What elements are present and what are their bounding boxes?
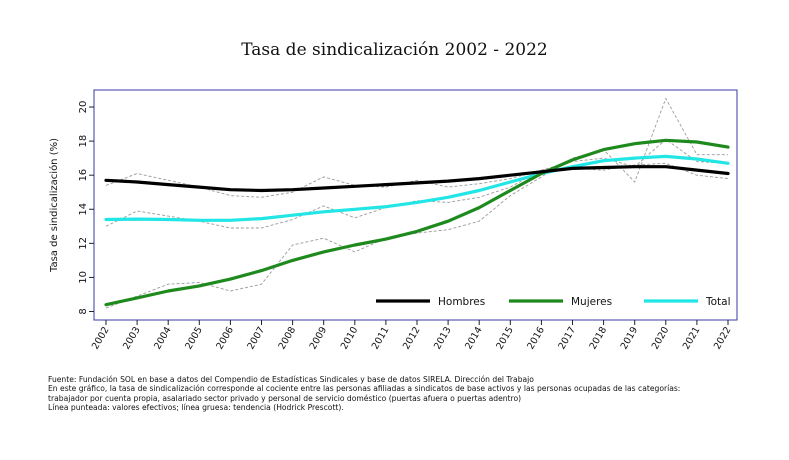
x-tick-label: 2019 xyxy=(619,325,641,351)
y-axis: 8 10 12 14 16 18 20 xyxy=(78,101,94,315)
plot-area-frame xyxy=(93,89,738,321)
y-axis-label: Tasa de sindicalización (%) xyxy=(48,138,60,273)
footnote-definition-cont: trabajador por cuenta propia, asalariado… xyxy=(48,393,522,403)
x-tick-label: 2006 xyxy=(214,325,236,351)
x-tick-label: 2015 xyxy=(494,325,516,351)
footnote-definition: En este gráfico, la tasa de sindicalizac… xyxy=(48,384,681,394)
footnotes: Fuente: Fundación SOL en base a datos de… xyxy=(48,375,748,413)
y-tick-label: 14 xyxy=(78,203,89,216)
x-tick-label: 2021 xyxy=(681,325,703,351)
trend-series-group xyxy=(104,138,730,307)
y-tick-label: 8 xyxy=(78,308,89,314)
x-tick-label: 2011 xyxy=(370,325,392,351)
x-axis: 2002 2003 2004 2005 2006 2007 2008 2009 2010 2011… xyxy=(90,320,734,351)
x-tick-label: 2017 xyxy=(556,325,578,351)
legend: Hombres Mujeres Total xyxy=(376,296,731,308)
x-tick-label: 2004 xyxy=(152,325,174,351)
y-tick-label: 12 xyxy=(78,237,89,250)
series-actual-total xyxy=(105,138,729,229)
series-trend-mujeres xyxy=(104,138,730,307)
x-tick-label: 2008 xyxy=(277,325,299,351)
legend-label-hombres: Hombres xyxy=(438,296,485,308)
legend-label-mujeres: Mujeres xyxy=(571,296,612,308)
chart-title: Tasa de sindicalización 2002 - 2022 xyxy=(241,40,548,60)
x-tick-label: 2016 xyxy=(525,325,547,351)
y-tick-label: 18 xyxy=(78,135,89,148)
series-trend-total xyxy=(104,154,730,222)
x-tick-label: 2022 xyxy=(712,325,734,351)
x-tick-label: 2009 xyxy=(308,325,330,351)
x-tick-label: 2020 xyxy=(650,325,672,351)
footnote-legend-explanation: Línea punteada: valores efectivos; línea… xyxy=(48,403,344,413)
x-tick-label: 2005 xyxy=(183,325,205,351)
x-tick-label: 2018 xyxy=(588,325,610,351)
y-tick-label: 10 xyxy=(78,271,89,284)
x-tick-label: 2002 xyxy=(90,325,112,351)
series-actual-mujeres xyxy=(105,97,728,309)
series-trend-hombres xyxy=(104,165,730,193)
x-tick-label: 2014 xyxy=(463,325,485,351)
y-tick-label: 20 xyxy=(78,101,89,114)
x-tick-label: 2007 xyxy=(245,325,267,351)
legend-label-total: Total xyxy=(705,296,731,308)
x-tick-label: 2010 xyxy=(339,325,361,351)
footnote-source: Fuente: Fundación SOL en base a datos de… xyxy=(48,375,534,384)
x-tick-label: 2012 xyxy=(401,325,423,351)
x-tick-label: 2003 xyxy=(121,325,143,351)
x-tick-label: 2013 xyxy=(432,325,454,351)
y-tick-label: 16 xyxy=(78,169,89,182)
